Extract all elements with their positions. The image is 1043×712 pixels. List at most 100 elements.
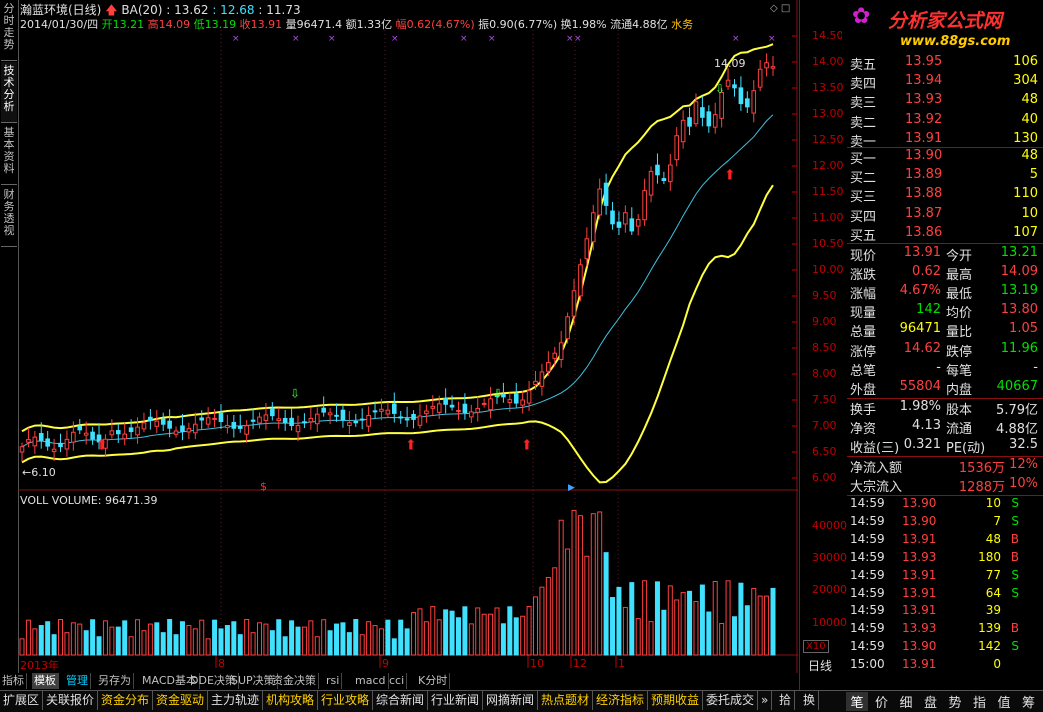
candle-body — [751, 90, 757, 114]
volume-bar — [32, 628, 38, 656]
price-axis-label: 6.00 — [812, 471, 837, 484]
sell-signal-arrow-icon: ⇩ — [715, 82, 725, 96]
volume-bar — [135, 619, 141, 656]
candle-body — [186, 428, 192, 433]
right-tab-2[interactable]: 细 — [899, 696, 913, 711]
indicator-tab-4[interactable]: MACD基本 — [140, 673, 200, 689]
buy-level-price: 13.89 — [905, 167, 943, 183]
price-axis-label: 10.50 — [812, 237, 844, 250]
candle-body — [539, 371, 545, 387]
quote-label: 跌停 — [946, 344, 973, 360]
candle-body — [700, 107, 705, 118]
indicator-mid: : 12.68 — [212, 3, 255, 17]
volume-header: VOLL VOLUME: 96471.39 — [20, 494, 158, 507]
indicator-tab-10[interactable]: cci — [387, 673, 408, 689]
tick-row: 14:59 13.93 139 B — [847, 621, 1041, 640]
bar-amount: 额1.33亿 — [345, 18, 393, 31]
bottom-tab-8[interactable]: 行业新闻 — [428, 691, 484, 710]
buy-level-label: 买二 — [850, 171, 877, 187]
volume-bar — [584, 555, 590, 656]
sell-level-row: 卖三 13.93 48 — [847, 92, 1041, 111]
bottom-tab-5[interactable]: 机构攻略 — [263, 691, 319, 710]
volume-bar — [102, 620, 108, 656]
period-label[interactable]: 日线 — [808, 659, 833, 673]
volume-bar — [250, 632, 256, 656]
tab-financial[interactable]: 财务透视 — [1, 186, 17, 247]
indicator-tab-11[interactable]: K分时 — [416, 673, 451, 689]
tick-time: 14:59 — [850, 621, 885, 636]
right-tab-4[interactable]: 势 — [948, 696, 962, 711]
right-tab-5[interactable]: 指 — [972, 696, 986, 711]
bottom-tab-3[interactable]: 资金驱动 — [153, 691, 209, 710]
volume-bar — [764, 595, 770, 656]
candle-body — [237, 425, 243, 429]
tab-timeshare[interactable]: 分时走势 — [1, 0, 17, 61]
logo-area: ✿ 分析家公式网 www.88gs.com — [842, 0, 1043, 55]
flow-label: 净流入额 — [850, 461, 903, 476]
right-tab-0[interactable]: 笔 — [846, 692, 868, 711]
candle-body — [745, 98, 750, 108]
tab-technical[interactable]: 技术分析 — [1, 62, 17, 123]
volume-unit: X10 — [803, 640, 829, 653]
buy-level-row: 买三 13.88 110 — [847, 186, 1041, 205]
indicator-tab-9[interactable]: macd — [353, 673, 389, 689]
candle-body — [160, 418, 166, 425]
bottom-nav-0[interactable]: » — [758, 691, 773, 710]
candle-body — [199, 417, 205, 421]
indicator-tab-2[interactable]: 管理 — [64, 673, 91, 689]
bottom-nav-1[interactable]: 拾 — [776, 691, 796, 710]
bottom-tab-10[interactable]: 热点题材 — [538, 691, 594, 710]
right-tab-3[interactable]: 盘 — [923, 696, 937, 711]
candle-body — [244, 425, 249, 435]
fundamental-label: PE(动) — [946, 441, 986, 457]
volume-bar — [83, 630, 89, 656]
bottom-tab-0[interactable]: 扩展区 — [0, 691, 44, 710]
bottom-tab-6[interactable]: 行业攻略 — [318, 691, 374, 710]
indicator-tab-0[interactable]: 指标 — [0, 673, 27, 689]
indicator-tab-7[interactable]: 资金决策 — [270, 673, 319, 689]
bottom-tab-9[interactable]: 网摘新闻 — [483, 691, 539, 710]
candle-body — [546, 362, 551, 372]
bottom-tab-1[interactable]: 关联报价 — [43, 691, 99, 710]
bottom-tab-2[interactable]: 资金分布 — [98, 691, 154, 710]
bottom-tab-12[interactable]: 预期收益 — [648, 691, 704, 710]
quote-label: 外盘 — [850, 382, 877, 398]
tick-side: S — [1011, 496, 1019, 510]
bottom-tab-13[interactable]: 委托成交 — [703, 691, 759, 710]
kline-chart[interactable]: ⬆ ⬆ ⬆⬆⇩ ⇩⇩× × × × × × × × × ×$ ▶ — [18, 0, 798, 673]
right-tab-1[interactable]: 价 — [874, 696, 888, 711]
volume-bar — [391, 638, 397, 656]
volume-bar — [70, 622, 76, 656]
indicator-tab-5[interactable]: DDE决策 — [188, 673, 239, 689]
indicator-tab-3[interactable]: 另存为 — [96, 673, 134, 689]
price-axis-label: 9.50 — [812, 289, 837, 302]
bottom-nav-2[interactable]: 换 — [800, 691, 820, 710]
candle-body — [193, 423, 198, 434]
bottom-tab-7[interactable]: 综合新闻 — [373, 691, 429, 710]
chart-control-icons[interactable]: ◇ □ — [770, 3, 791, 14]
indicator-tab-8[interactable]: rsi — [324, 673, 343, 689]
tick-volume: 64 — [985, 585, 1001, 600]
volume-bar — [19, 638, 25, 656]
quote-label: 现量 — [850, 306, 877, 322]
tab-basic-info[interactable]: 基本资料 — [1, 124, 17, 185]
volume-bar — [308, 620, 314, 656]
indicator-tab-1[interactable]: 模板 — [32, 673, 59, 689]
volume-bar — [51, 634, 57, 656]
candle-body — [180, 425, 185, 432]
bottom-tab-4[interactable]: 主力轨迹 — [208, 691, 264, 710]
quote-value: 4.67% — [899, 283, 941, 299]
tick-price: 13.91 — [902, 603, 937, 618]
tick-volume: 180 — [978, 549, 1001, 564]
buy-level-label: 买一 — [850, 152, 877, 167]
tick-time: 14:59 — [850, 567, 885, 582]
right-tab-7[interactable]: 筹 — [1021, 696, 1035, 711]
right-tab-6[interactable]: 值 — [997, 696, 1011, 711]
sell-level-price: 13.92 — [905, 111, 943, 127]
logo-url: www.88gs.com — [900, 34, 1011, 49]
bottom-tab-11[interactable]: 经济指标 — [593, 691, 649, 710]
volume-bar — [154, 622, 160, 656]
volume-bar — [231, 621, 237, 656]
volume-bar — [648, 621, 654, 656]
indicator-tab-6[interactable]: SUP决策 — [229, 673, 278, 689]
